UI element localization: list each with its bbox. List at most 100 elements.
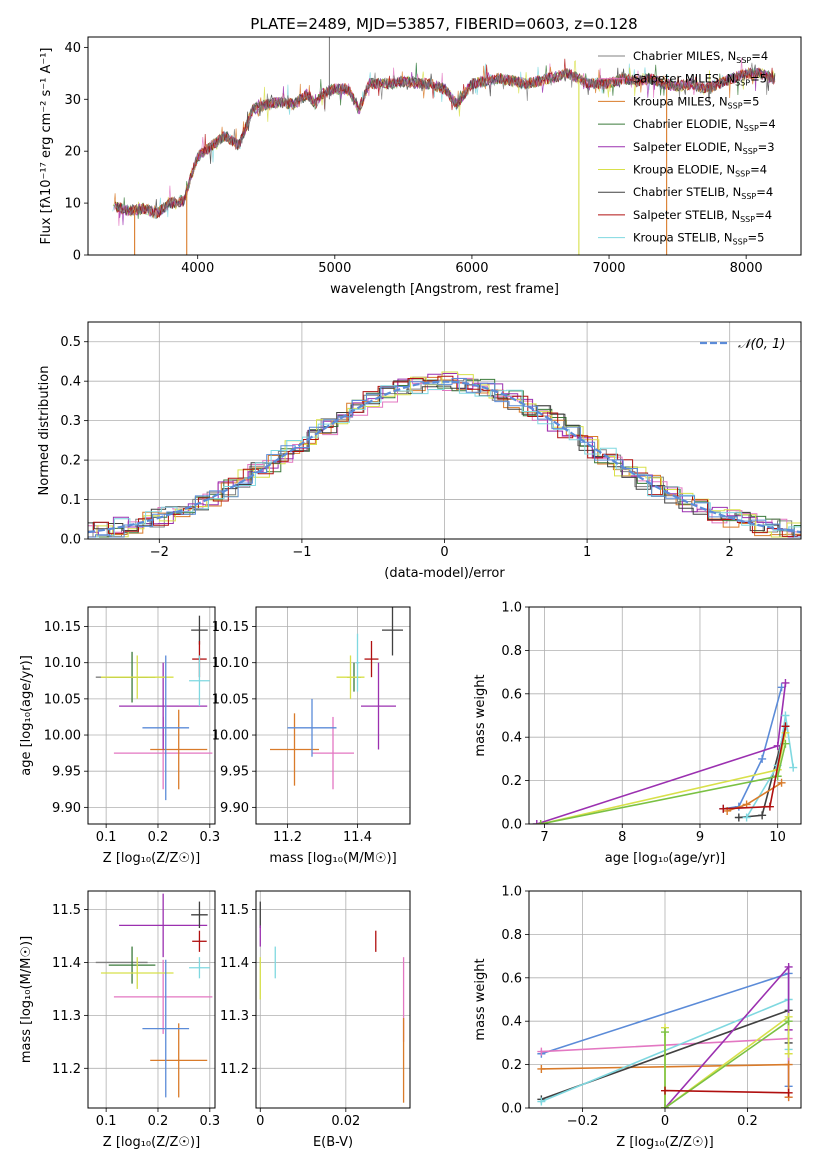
plot-area xyxy=(95,615,213,801)
x-axis-label: wavelength [Angstrom, rest frame] xyxy=(330,282,559,297)
charts-group: 4000 5000 6000 7000 8000010203040wavelength … xyxy=(19,36,802,1150)
y-tick-label: 0.8 xyxy=(501,644,522,659)
weight-marker xyxy=(784,1060,793,1069)
weight-marker xyxy=(537,1097,546,1106)
x-axis-label: Z [log₁₀(Z/Z☉)] xyxy=(103,1135,200,1150)
y-tick-label: 0.8 xyxy=(501,928,522,943)
weight-marker xyxy=(789,763,798,772)
x-tick-label: 7000 xyxy=(592,261,625,276)
legend-entry: Chabrier MILES, NSSP=4 xyxy=(633,49,768,65)
weight-marker xyxy=(765,802,774,811)
y-tick-label: 10.15 xyxy=(44,620,81,635)
x-tick-label: 11.4 xyxy=(343,830,372,845)
weight-marker xyxy=(784,962,793,971)
y-axis-label: Flux [fλ10⁻¹⁷ erg cm⁻² s⁻¹ A⁻¹] xyxy=(39,48,54,245)
histogram-series xyxy=(88,373,801,538)
chart-7: 0 0.02 11.2 11.3 11.4 11.5 E(B-V) xyxy=(220,890,411,1150)
weight-marker xyxy=(784,1049,793,1058)
y-tick-label: 30 xyxy=(64,93,81,108)
x-tick-label: 1 xyxy=(583,545,591,560)
x-tick-label: 7 xyxy=(540,830,548,845)
x-tick-label: 5000 xyxy=(318,261,351,276)
weight-marker xyxy=(742,813,751,822)
y-tick-label: 11.4 xyxy=(52,956,81,971)
axes-frame xyxy=(255,890,411,1109)
spectrum-line xyxy=(115,62,776,220)
weight-marker xyxy=(781,722,790,731)
x-axis-label: (data-model)/error xyxy=(384,566,505,581)
plot-area xyxy=(95,893,213,1098)
x-tick-label: −2 xyxy=(150,545,169,560)
weight-marker xyxy=(661,1028,669,1037)
y-tick-label: 11.4 xyxy=(220,956,249,971)
y-tick-label: 0.1 xyxy=(60,493,81,508)
y-tick-label: 11.5 xyxy=(220,903,249,918)
x-tick-label: 0.2 xyxy=(148,830,169,845)
x-tick-label: 0.2 xyxy=(737,1114,758,1129)
axes-frame xyxy=(255,606,411,825)
x-tick-label: 2 xyxy=(726,545,734,560)
y-tick-label: 0.0 xyxy=(60,533,81,548)
plot-area xyxy=(259,901,405,1103)
legend-entry: Chabrier ELODIE, NSSP=4 xyxy=(633,117,776,133)
x-tick-label: 6000 xyxy=(455,261,488,276)
plot-area xyxy=(532,678,798,824)
plot-area xyxy=(270,607,403,790)
y-tick-label: 10.15 xyxy=(212,620,249,635)
x-tick-label: 0 xyxy=(661,1114,669,1129)
weight-line xyxy=(664,964,790,1108)
x-tick-label: −0.2 xyxy=(567,1114,599,1129)
x-tick-label: 4000 xyxy=(181,261,214,276)
weight-marker xyxy=(532,820,541,824)
x-tick-label: 0.1 xyxy=(96,830,117,845)
x-axis-label: E(B-V) xyxy=(313,1135,353,1150)
weight-marker xyxy=(719,804,728,813)
y-axis-label: mass weight xyxy=(473,958,488,1040)
histogram-series xyxy=(88,375,801,537)
legend-entry: Kroupa STELIB, NSSP=5 xyxy=(633,231,764,247)
axes-frame xyxy=(87,321,802,540)
weight-line xyxy=(745,715,794,818)
chart-6: 0.1 0.2 0.3 11.2 11.3 11.4 11.5 Z [log₁₀(Z/Z☉)]… xyxy=(19,890,220,1150)
weight-marker xyxy=(777,778,786,787)
weight-marker xyxy=(537,1047,546,1056)
x-tick-label: 8000 xyxy=(730,261,763,276)
y-tick-label: 0.6 xyxy=(501,687,522,702)
x-tick-label: 0 xyxy=(256,1114,264,1129)
y-tick-label: 10.10 xyxy=(212,656,249,671)
axes-frame xyxy=(528,890,802,1109)
x-tick-label: −1 xyxy=(292,545,311,560)
y-tick-label: 0.3 xyxy=(60,414,81,429)
chart-5: 7 8 9 10 0.0 0.2 0.4 0.6 0.8 1.0 age [log₁₀(age/yr… xyxy=(473,601,802,866)
y-tick-label: 0.0 xyxy=(501,1102,522,1117)
y-axis-label: mass [log₁₀(M/M☉)] xyxy=(19,936,34,1063)
y-tick-label: 9.90 xyxy=(52,801,81,816)
legend-entry: Kroupa ELODIE, NSSP=4 xyxy=(633,163,767,179)
y-axis-label: age [log₁₀(age/yr)] xyxy=(19,655,34,776)
chart-1: 4000 5000 6000 7000 8000 0 10 20 30 40 wavelength … xyxy=(39,36,802,297)
weight-line xyxy=(664,1020,790,1108)
x-tick-label: 9 xyxy=(696,830,704,845)
x-tick-label: 0.1 xyxy=(96,1114,117,1129)
weight-marker xyxy=(758,754,767,763)
weight-marker xyxy=(781,711,790,720)
weight-marker xyxy=(661,1104,669,1108)
histogram-series xyxy=(88,378,801,538)
y-tick-label: 40 xyxy=(64,41,81,56)
weight-marker xyxy=(734,813,743,822)
y-tick-label: 10.10 xyxy=(44,656,81,671)
weight-marker xyxy=(661,1086,669,1095)
y-tick-label: 11.5 xyxy=(52,903,81,918)
legend-entry: Kroupa MILES, NSSP=5 xyxy=(633,94,759,110)
chart-8: −0.2 0 0.2 0.0 0.2 0.4 0.6 0.8 1.0 Z [log₁₀(Z/Z☉)… xyxy=(473,885,802,1150)
x-axis-label: mass [log₁₀(M/M☉)] xyxy=(269,851,396,866)
axes-frame xyxy=(87,36,802,256)
y-tick-label: 0.0 xyxy=(501,818,522,833)
y-tick-label: 0.4 xyxy=(501,1015,522,1030)
x-axis-label: Z [log₁₀(Z/Z☉)] xyxy=(103,851,200,866)
y-tick-label: 0.5 xyxy=(60,335,81,350)
y-tick-label: 9.95 xyxy=(52,765,81,780)
x-tick-label: 0.02 xyxy=(331,1114,360,1129)
chart-2: −2 −1 0 1 2 0.0 0.1 0.2 0.3 0.4 0.5 (data-model)/er… xyxy=(37,321,802,581)
y-tick-label: 0.4 xyxy=(60,375,81,390)
